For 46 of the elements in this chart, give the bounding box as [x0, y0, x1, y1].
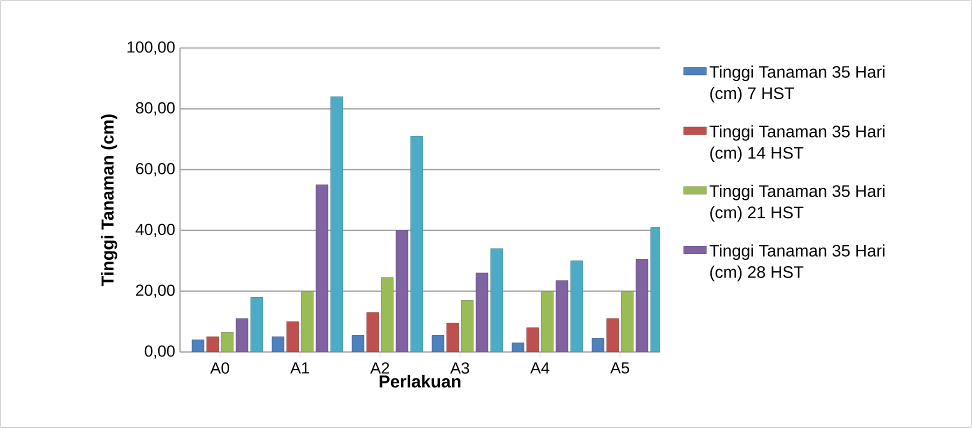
bar	[410, 136, 423, 352]
x-tick-label: A3	[450, 362, 470, 374]
y-tick-label: 20,00	[136, 284, 175, 298]
y-tick-label: 80,00	[136, 102, 175, 116]
bar	[381, 277, 394, 352]
bar	[272, 336, 284, 352]
bar	[512, 342, 524, 352]
bar	[330, 96, 343, 352]
bar	[206, 336, 219, 352]
x-tick-label: A4	[530, 362, 550, 374]
bar	[286, 321, 299, 352]
x-axis-title: Perlakuan	[380, 374, 460, 388]
legend-label: Tinggi Tanaman 35 Hari (cm) 28 HST	[710, 244, 884, 282]
bar	[606, 318, 619, 352]
bar	[192, 340, 204, 352]
bar	[221, 332, 234, 352]
bar	[556, 280, 568, 352]
y-tick-label: 100,00	[128, 41, 175, 55]
bar	[446, 322, 459, 352]
bar	[476, 272, 488, 352]
bar	[366, 312, 379, 352]
bar	[461, 300, 474, 352]
y-tick-label: 60,00	[136, 162, 175, 176]
bar	[592, 338, 604, 352]
bar	[301, 290, 314, 352]
y-tick-label: 0,00	[144, 345, 175, 359]
bar	[432, 335, 444, 352]
bar	[396, 230, 408, 352]
bar	[316, 184, 328, 352]
bar	[621, 290, 634, 352]
legend-label: Tinggi Tanaman 35 Hari (cm) 21 HST	[710, 184, 884, 222]
bar	[250, 297, 263, 352]
y-axis-title: Tinggi Tanaman (cm)	[100, 114, 118, 286]
bar	[526, 327, 539, 352]
bar	[541, 290, 554, 352]
legend-label: Tinggi Tanaman 35 Hari (cm) 7 HST	[710, 66, 884, 102]
y-tick-label: 40,00	[136, 224, 175, 237]
legend-label: Tinggi Tanaman 35 Hari (cm) 14 HST	[710, 125, 884, 162]
x-tick-label: A1	[290, 362, 310, 374]
bar	[352, 335, 364, 352]
x-tick-label: A2	[370, 362, 389, 374]
bar	[636, 259, 648, 352]
x-tick-label: A5	[610, 362, 630, 374]
bar	[490, 248, 503, 352]
bar	[570, 260, 583, 352]
x-tick-label: A0	[210, 362, 230, 374]
